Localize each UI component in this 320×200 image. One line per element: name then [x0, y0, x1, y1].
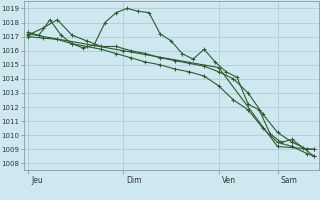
Text: Sam: Sam — [281, 176, 298, 185]
Text: Dim: Dim — [127, 176, 142, 185]
Text: Ven: Ven — [222, 176, 236, 185]
Text: Jeu: Jeu — [31, 176, 43, 185]
